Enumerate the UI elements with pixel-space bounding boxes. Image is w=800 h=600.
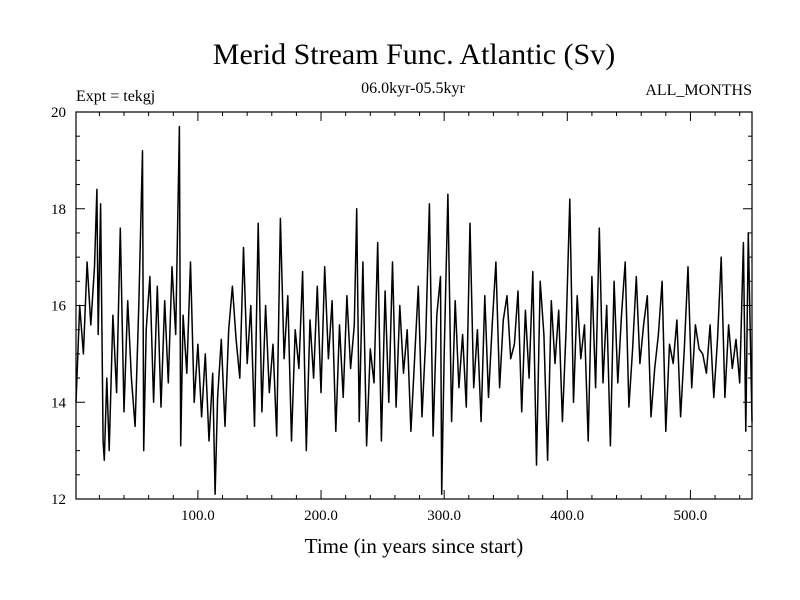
x-tick-label: 400.0	[550, 508, 584, 524]
y-tick-label: 18	[51, 202, 66, 218]
series-line	[75, 125, 753, 495]
y-tick-label: 20	[51, 105, 66, 121]
chart-title: Merid Stream Func. Atlantic (Sv)	[213, 38, 615, 71]
x-tick-label: 300.0	[427, 508, 461, 524]
y-tick-label: 14	[51, 395, 67, 411]
y-tick-label: 16	[51, 299, 67, 315]
x-tick-label: 200.0	[304, 508, 338, 524]
x-tick-label: 500.0	[674, 508, 708, 524]
months-label: ALL_MONTHS	[645, 82, 752, 99]
plot-frame	[75, 111, 753, 500]
x-axis-label: Time (in years since start)	[305, 534, 524, 558]
y-tick-label: 12	[51, 492, 66, 508]
experiment-label: Expt = tekgj	[76, 88, 155, 105]
plot-area: 100.0 200.0 300.0 400.0 500.0 12 14 16 18 20	[51, 105, 753, 524]
time-range-label: 06.0kyr-05.5kyr	[361, 80, 465, 97]
x-tick-label: 100.0	[181, 508, 215, 524]
